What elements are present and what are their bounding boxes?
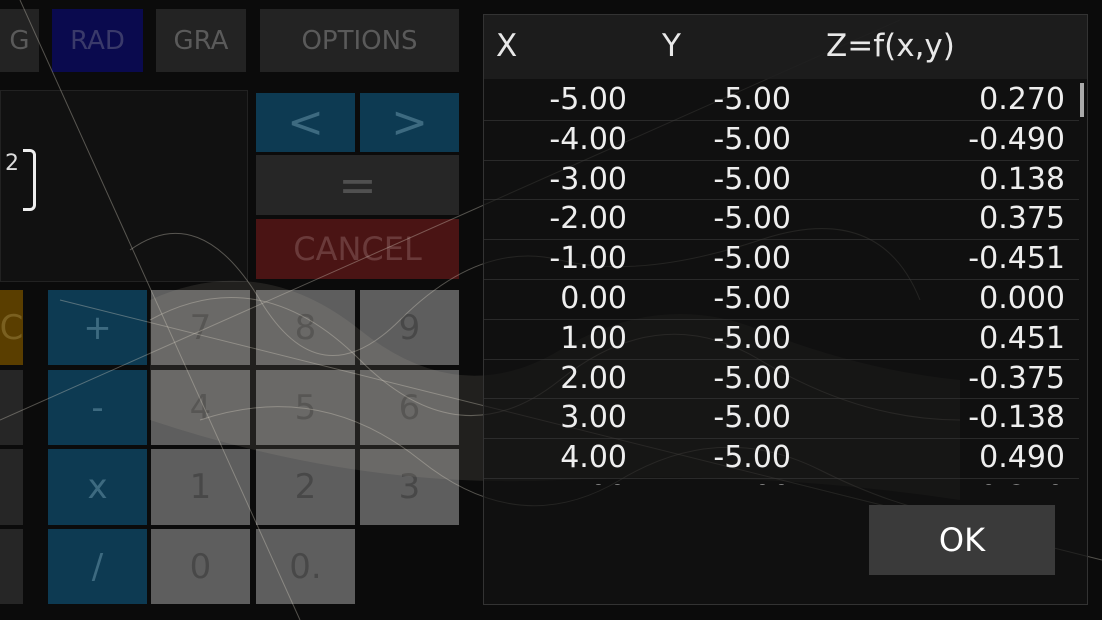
key-blank[interactable] [0,529,23,604]
table-row[interactable]: -3.00 -5.00 0.138 [484,161,1079,201]
key-2[interactable]: 2 [256,449,355,525]
cancel-button[interactable]: CANCEL [256,219,459,279]
cell-x: 3.00 [560,400,627,436]
table-row[interactable]: -2.00 -5.00 0.375 [484,200,1079,241]
cell-y: -5.00 [713,121,791,157]
cell-z: -0.270 [968,480,1065,485]
cell-y: -5.00 [713,480,791,485]
multiply-button[interactable]: x [48,449,147,525]
cell-z: 0.270 [979,82,1065,117]
table-header: X Y Z=f(x,y) [484,15,1087,79]
key-3[interactable]: 3 [360,449,459,525]
table-row[interactable]: 3.00 -5.00 -0.138 [484,399,1079,440]
exponent: 2 [5,151,19,176]
cell-x: -2.00 [549,201,627,237]
minus-button[interactable]: - [48,370,147,445]
table-row[interactable]: 4.00 -5.00 0.490 [484,439,1079,479]
table-row[interactable]: 5.00 -5.00 -0.270 [484,479,1079,485]
key-8[interactable]: 8 [256,290,355,365]
table-row[interactable]: 2.00 -5.00 -0.375 [484,360,1079,400]
key-blank[interactable] [0,370,23,445]
scrollbar[interactable] [1080,83,1084,117]
equals-button[interactable]: = [256,155,459,215]
cell-y: -5.00 [713,201,791,237]
options-button[interactable]: OPTIONS [260,9,459,72]
key-7[interactable]: 7 [151,290,250,365]
ok-button[interactable]: OK [869,505,1055,575]
cell-x: 4.00 [560,440,627,476]
divide-button[interactable]: / [48,529,147,604]
key-0[interactable]: 0 [151,529,250,604]
table-body[interactable]: -5.00 -5.00 0.270 -4.00 -5.00 -0.490 -3.00 -5.0… [484,81,1079,485]
table-row[interactable]: 1.00 -5.00 0.451 [484,320,1079,360]
cell-y: -5.00 [713,400,791,436]
table-row[interactable]: -5.00 -5.00 0.270 [484,81,1079,121]
cell-z: -0.375 [968,360,1065,396]
cell-y: -5.00 [713,440,791,476]
cell-x: -1.00 [549,241,627,277]
key-9[interactable]: 9 [360,290,459,365]
header-x: X [496,28,518,64]
key-6[interactable]: 6 [360,370,459,445]
table-row[interactable]: 0.00 -5.00 0.000 [484,280,1079,320]
rad-button[interactable]: RAD [52,9,143,72]
cell-x: 5.00 [560,480,627,485]
plus-button[interactable]: + [48,290,147,365]
key-1[interactable]: 1 [151,449,250,525]
cell-x: -4.00 [549,121,627,157]
cell-z: 0.451 [979,320,1065,356]
cell-z: 0.138 [979,161,1065,197]
cell-z: -0.490 [968,121,1065,157]
cell-z: -0.451 [968,241,1065,277]
deg-button[interactable]: G [0,9,39,72]
gra-button[interactable]: GRA [156,9,246,72]
key-decimal[interactable]: 0. [256,529,355,604]
function-table-dialog: X Y Z=f(x,y) -5.00 -5.00 0.270 -4.00 -5.00 -0… [483,14,1088,605]
key-5[interactable]: 5 [256,370,355,445]
cell-y: -5.00 [713,360,791,396]
header-y: Y [662,28,681,64]
cell-y: -5.00 [713,320,791,356]
table-row[interactable]: -4.00 -5.00 -0.490 [484,121,1079,161]
clear-button[interactable]: C [0,290,23,365]
cell-x: -3.00 [549,161,627,197]
table-row[interactable]: -1.00 -5.00 -0.451 [484,240,1079,280]
cell-y: -5.00 [713,241,791,277]
expression-display[interactable]: 2 [0,90,248,282]
key-4[interactable]: 4 [151,370,250,445]
cell-x: 2.00 [560,360,627,396]
cell-z: 0.375 [979,201,1065,237]
cursor-left-button[interactable]: < [256,93,355,152]
cell-z: 0.490 [979,440,1065,476]
cell-z: 0.000 [979,280,1065,316]
cell-x: 1.00 [560,320,627,356]
cursor-right-button[interactable]: > [360,93,459,152]
cell-y: -5.00 [713,280,791,316]
header-z: Z=f(x,y) [826,28,955,64]
key-blank[interactable] [0,449,23,525]
cell-z: -0.138 [968,400,1065,436]
cell-x: -5.00 [549,82,627,117]
cell-x: 0.00 [560,280,627,316]
bracket [23,149,36,211]
cell-y: -5.00 [713,161,791,197]
cell-y: -5.00 [713,82,791,117]
